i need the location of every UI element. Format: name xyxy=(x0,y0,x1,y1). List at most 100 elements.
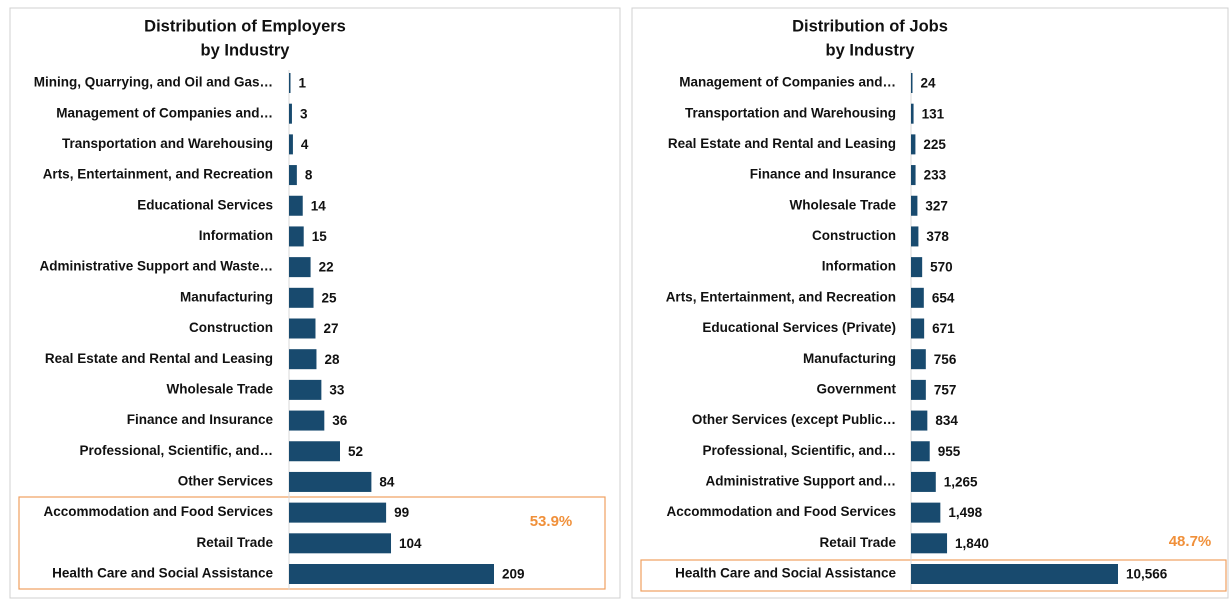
value-label: 36 xyxy=(332,413,348,428)
bar xyxy=(289,73,291,93)
value-label: 22 xyxy=(319,260,334,275)
value-label: 570 xyxy=(930,260,953,275)
annotation: 48.7% xyxy=(1169,533,1212,550)
value-label: 671 xyxy=(932,321,955,336)
category-label: Construction xyxy=(189,320,273,335)
category-label: Administrative Support and Waste… xyxy=(39,259,273,274)
bar xyxy=(911,73,913,93)
category-label: Finance and Insurance xyxy=(750,167,897,182)
bar xyxy=(289,195,303,216)
chart-title: Distribution of Jobs xyxy=(792,17,948,35)
category-label: Educational Services (Private) xyxy=(702,320,896,335)
bar xyxy=(911,471,936,492)
bar xyxy=(289,441,341,462)
category-label: Transportation and Warehousing xyxy=(62,136,273,151)
bar xyxy=(911,257,923,278)
value-label: 3 xyxy=(300,106,308,121)
value-label: 15 xyxy=(312,229,328,244)
bar xyxy=(289,502,387,523)
category-label: Real Estate and Rental and Leasing xyxy=(45,351,273,366)
value-label: 209 xyxy=(502,567,525,582)
value-label: 378 xyxy=(926,229,949,244)
value-label: 131 xyxy=(922,106,945,121)
bar xyxy=(911,134,916,155)
bar xyxy=(911,379,926,400)
bar xyxy=(911,533,948,554)
bar xyxy=(911,502,941,523)
bar xyxy=(911,287,924,308)
category-label: Health Care and Social Assistance xyxy=(52,566,273,581)
chart-title: by Industry xyxy=(201,41,291,59)
category-label: Finance and Insurance xyxy=(127,412,274,427)
bar xyxy=(911,410,928,431)
bar xyxy=(289,318,316,339)
category-label: Educational Services xyxy=(137,197,273,212)
bar xyxy=(289,533,392,554)
bar xyxy=(911,318,925,339)
bar xyxy=(911,103,914,124)
bar xyxy=(289,134,293,155)
bar xyxy=(289,564,494,584)
category-label: Information xyxy=(822,259,896,274)
value-label: 99 xyxy=(394,505,409,520)
value-label: 654 xyxy=(932,290,955,305)
category-label: Other Services (except Public… xyxy=(692,412,896,427)
category-label: Real Estate and Rental and Leasing xyxy=(668,136,896,151)
value-label: 834 xyxy=(935,413,958,428)
value-label: 233 xyxy=(924,168,947,183)
category-label: Manufacturing xyxy=(803,351,896,366)
highlight-box xyxy=(18,496,606,590)
category-label: Wholesale Trade xyxy=(789,197,896,212)
bar xyxy=(911,226,919,247)
value-label: 14 xyxy=(311,198,327,213)
value-label: 104 xyxy=(399,536,422,551)
bar xyxy=(289,165,297,186)
bar xyxy=(289,349,317,370)
category-label: Transportation and Warehousing xyxy=(685,105,896,120)
category-label: Construction xyxy=(812,228,896,243)
bar xyxy=(289,287,314,308)
category-label: Accommodation and Food Services xyxy=(43,504,273,519)
value-label: 28 xyxy=(324,352,340,367)
category-label: Health Care and Social Assistance xyxy=(675,566,896,581)
value-label: 756 xyxy=(934,352,957,367)
category-label: Management of Companies and… xyxy=(679,75,896,90)
bar xyxy=(911,165,916,186)
value-label: 327 xyxy=(925,198,948,213)
value-label: 757 xyxy=(934,382,957,397)
highlight-box xyxy=(640,559,1227,592)
chart-title: Distribution of Employers xyxy=(144,17,346,35)
bar xyxy=(289,226,304,247)
category-label: Administrative Support and… xyxy=(705,474,896,489)
value-label: 1,265 xyxy=(944,475,978,490)
value-label: 4 xyxy=(301,137,309,152)
bar xyxy=(289,471,372,492)
category-label: Government xyxy=(816,381,896,396)
value-label: 1 xyxy=(299,76,307,91)
category-label: Management of Companies and… xyxy=(56,105,273,120)
category-label: Accommodation and Food Services xyxy=(666,504,896,519)
value-label: 225 xyxy=(923,137,946,152)
category-label: Wholesale Trade xyxy=(166,381,273,396)
value-label: 84 xyxy=(379,475,395,490)
category-label: Mining, Quarrying, and Oil and Gas… xyxy=(34,75,273,90)
value-label: 8 xyxy=(305,168,313,183)
bar xyxy=(289,257,311,278)
bar xyxy=(289,103,292,124)
panel xyxy=(9,7,621,599)
bar xyxy=(911,349,926,370)
category-label: Arts, Entertainment, and Recreation xyxy=(43,167,273,182)
chart-title: by Industry xyxy=(826,41,916,59)
bar xyxy=(289,410,325,431)
bar xyxy=(911,441,930,462)
category-label: Manufacturing xyxy=(180,289,273,304)
category-label: Professional, Scientific, and… xyxy=(702,443,896,458)
bar xyxy=(289,379,322,400)
value-label: 52 xyxy=(348,444,363,459)
category-label: Professional, Scientific, and… xyxy=(79,443,273,458)
value-label: 27 xyxy=(323,321,338,336)
value-label: 1,840 xyxy=(955,536,989,551)
value-label: 33 xyxy=(329,382,345,397)
value-label: 955 xyxy=(938,444,961,459)
